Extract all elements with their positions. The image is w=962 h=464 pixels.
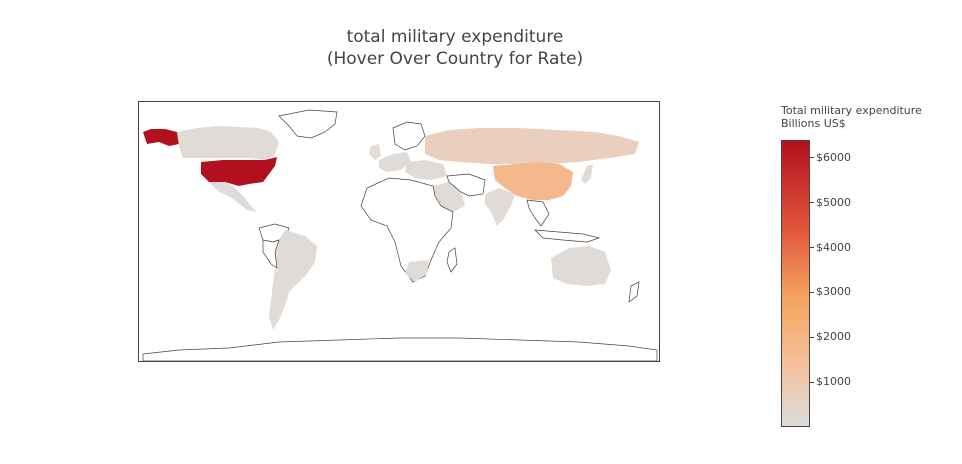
country-new-zealand[interactable] bbox=[628, 281, 640, 303]
world-map-svg[interactable] bbox=[139, 102, 661, 363]
country-usa-alaska[interactable] bbox=[143, 129, 179, 146]
country-russia[interactable] bbox=[425, 128, 639, 164]
antarctica[interactable] bbox=[142, 337, 658, 362]
chart-title-line2: (Hover Over Country for Rate) bbox=[326, 49, 584, 69]
colorbar-title: Total military expenditure Billions US$ bbox=[781, 104, 922, 130]
country-madagascar[interactable] bbox=[446, 247, 458, 273]
choropleth-map[interactable] bbox=[138, 101, 660, 362]
greenland[interactable] bbox=[278, 109, 338, 139]
country-ukraine-turkey[interactable] bbox=[405, 160, 447, 180]
colorbar-tick: $5000 bbox=[810, 196, 851, 209]
colorbar-ticks: $6000 $5000 $4000 $3000 $2000 $1000 bbox=[810, 140, 870, 427]
chart-title-line1: total military expenditure bbox=[346, 27, 564, 47]
country-argentina-chile[interactable] bbox=[269, 268, 289, 330]
country-saudi-arabia[interactable] bbox=[433, 182, 465, 212]
colorbar-tick: $3000 bbox=[810, 285, 851, 298]
region-indonesia[interactable] bbox=[534, 229, 601, 243]
country-peru-bolivia[interactable] bbox=[262, 239, 280, 269]
colorbar-title-line1: Total military expenditure bbox=[781, 104, 922, 117]
colorbar-tick: $1000 bbox=[810, 375, 851, 388]
country-iran-iraq[interactable] bbox=[446, 173, 486, 197]
country-canada[interactable] bbox=[177, 126, 279, 160]
country-china[interactable] bbox=[493, 162, 573, 200]
country-australia[interactable] bbox=[551, 246, 611, 286]
colorbar-title-line2: Billions US$ bbox=[781, 117, 846, 130]
country-brazil[interactable] bbox=[275, 230, 317, 292]
country-uk[interactable] bbox=[369, 144, 381, 160]
country-usa[interactable] bbox=[201, 157, 277, 186]
region-southeast-asia[interactable] bbox=[526, 199, 550, 227]
country-india[interactable] bbox=[485, 188, 515, 226]
country-europe-north[interactable] bbox=[392, 121, 426, 151]
country-japan[interactable] bbox=[581, 164, 593, 184]
colorbar[interactable] bbox=[781, 140, 810, 427]
country-france-germany[interactable] bbox=[379, 152, 411, 172]
chart-title: total military expenditure (Hover Over C… bbox=[0, 26, 910, 70]
colorbar-tick: $4000 bbox=[810, 241, 851, 254]
continent-africa[interactable] bbox=[360, 177, 454, 283]
country-south-africa[interactable] bbox=[405, 260, 429, 282]
colorbar-tick: $2000 bbox=[810, 330, 851, 343]
colorbar-tick: $6000 bbox=[810, 151, 851, 164]
country-mexico[interactable] bbox=[209, 182, 257, 212]
